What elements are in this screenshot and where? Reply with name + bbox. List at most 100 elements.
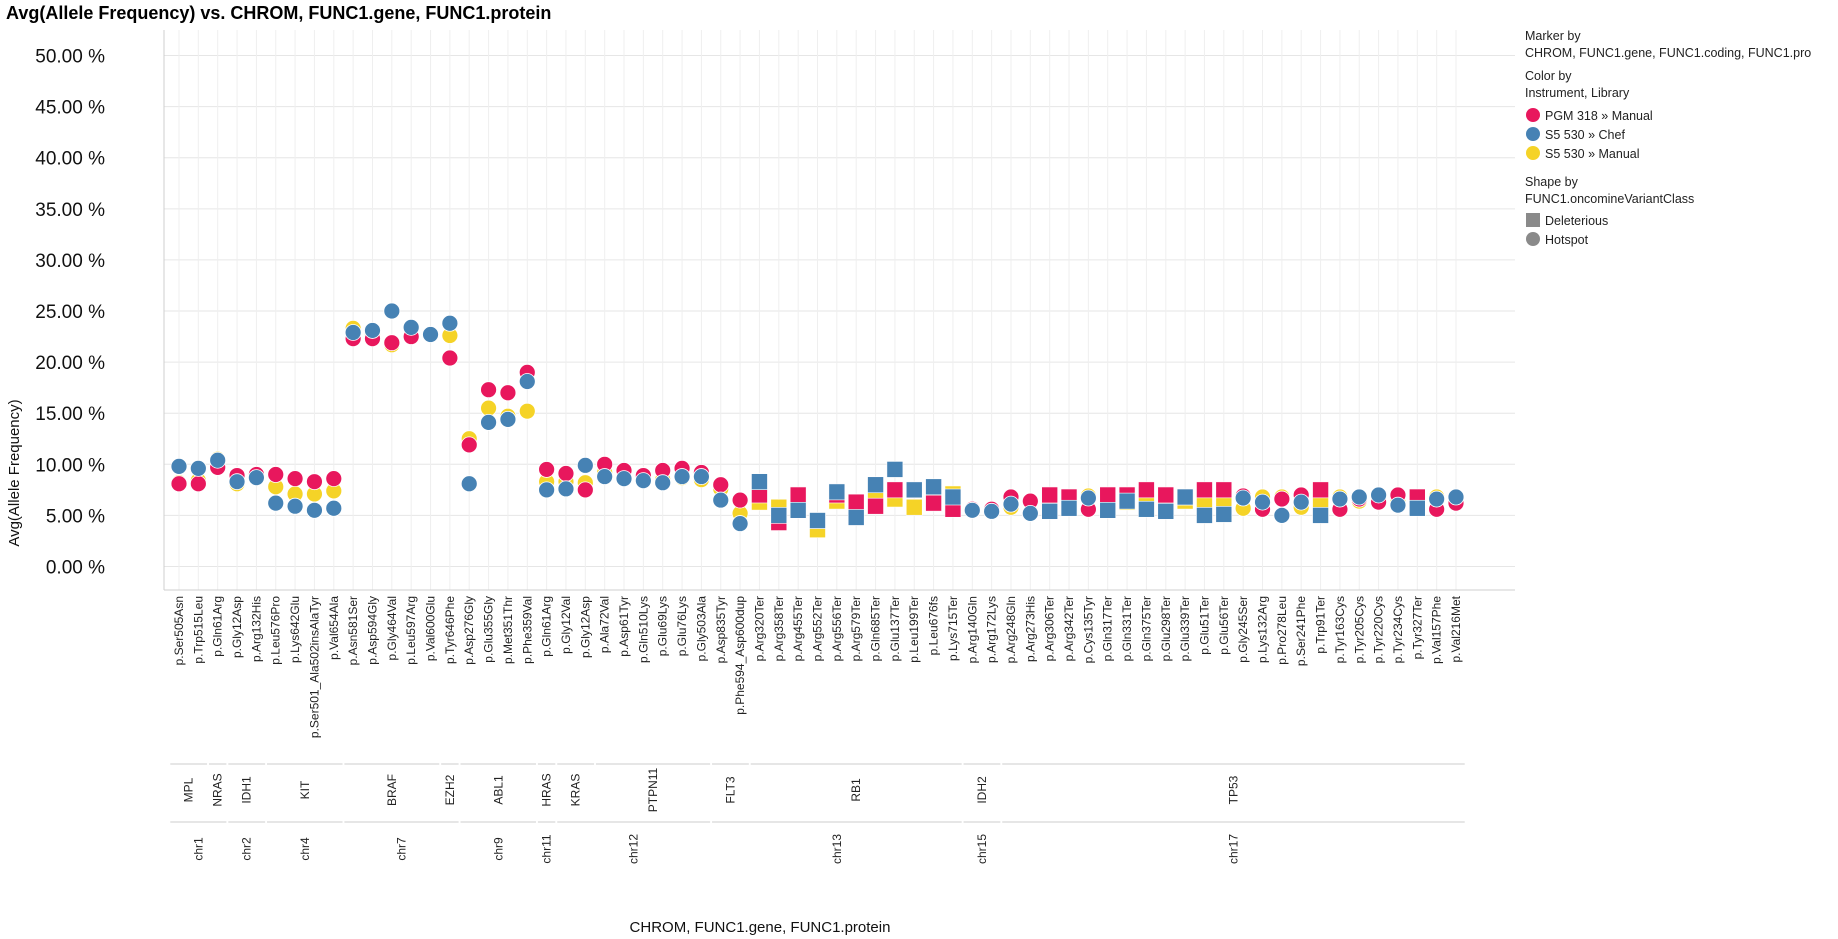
data-point-square — [867, 497, 884, 515]
data-point-circle — [693, 468, 710, 485]
data-point-square — [1409, 499, 1426, 517]
x-tick-label: p.Val216Met — [1449, 595, 1463, 662]
y-tick-label: 30.00 % — [35, 251, 105, 272]
data-point-square — [1176, 488, 1194, 506]
data-point-circle — [460, 436, 478, 454]
data-point-square — [925, 478, 942, 496]
x-tick-label: p.Arg140Gln — [965, 596, 979, 663]
data-point-square — [847, 509, 865, 526]
chart-title: Avg(Allele Frequency) vs. CHROM, FUNC1.g… — [6, 3, 551, 23]
data-point-circle — [1021, 504, 1039, 522]
legend-series-label: S5 530 » Manual — [1545, 147, 1640, 161]
chrom-label: chr13 — [830, 834, 844, 864]
data-point-circle — [712, 476, 730, 494]
legend-series-label: S5 530 » Chef — [1545, 128, 1625, 142]
data-point-circle — [596, 468, 614, 485]
x-tick-label: p.Lys642Glu — [288, 596, 302, 663]
data-point-circle — [189, 459, 207, 477]
x-tick-label: p.Arg132His — [249, 596, 263, 662]
data-point-square — [828, 483, 846, 501]
data-point-square — [1215, 506, 1233, 523]
data-point-circle — [731, 491, 749, 509]
gene-label: HRAS — [540, 773, 554, 806]
data-point-circle — [325, 499, 343, 517]
x-tick-label: p.Arg320Ter — [752, 596, 766, 661]
x-tick-label: p.Tyr205Cys — [1352, 596, 1366, 663]
x-tick-label: p.Gly12Asp — [578, 596, 592, 658]
x-tick-label: p.Pro278Leu — [1275, 596, 1289, 665]
axis-layer: 0.00 % 5.00 % 10.00 % 15.00 % 20.00 % 25.00 %… — [35, 30, 1515, 591]
data-point-circle — [364, 322, 381, 339]
data-point-circle — [1389, 496, 1407, 514]
data-point-square — [1196, 481, 1213, 499]
x-tick-label: p.Gly12Asp — [230, 596, 244, 658]
data-point-square — [867, 476, 884, 494]
y-tick-label: 20.00 % — [35, 353, 105, 374]
data-point-circle — [963, 501, 981, 519]
chrom-label: chr11 — [540, 834, 554, 863]
data-point-square — [886, 481, 904, 499]
x-tick-label: p.Arg455Ter — [791, 596, 805, 661]
data-point-square — [770, 507, 788, 524]
x-tick-label: p.Met351Thr — [501, 596, 515, 664]
x-tick-label: p.Ser241Phe — [1294, 596, 1308, 666]
data-point-circle — [286, 497, 304, 515]
data-point-square — [1060, 499, 1078, 517]
y-tick-label: 45.00 % — [35, 98, 105, 119]
legend-shape-label: Deleterious — [1545, 214, 1608, 228]
legend-series: PGM 318 » Manual S5 530 » Chef S5 530 » Ma… — [1526, 108, 1653, 161]
gene-label: KRAS — [569, 774, 583, 807]
data-point-circle — [518, 402, 536, 420]
legend-shape-label: Hotspot — [1545, 233, 1589, 247]
chrom-label: chr17 — [1226, 834, 1240, 864]
data-point-square — [1138, 481, 1155, 499]
data-point-square — [809, 512, 826, 529]
data-point-square — [1138, 500, 1155, 518]
data-point-square — [886, 461, 904, 478]
data-point-circle — [247, 469, 265, 486]
data-point-circle — [1428, 490, 1446, 508]
x-tick-label: p.Lys715Ter — [946, 596, 960, 661]
data-point-circle — [1002, 495, 1020, 513]
gene-label: KIT — [298, 780, 312, 799]
x-tick-label: p.Leu199Ter — [907, 596, 921, 663]
data-point-circle — [557, 480, 575, 498]
x-tick-labels: p.Ser505Asn p.Trp515Leu p.Gln61Arg p.Gly12A… — [172, 595, 1463, 738]
legend-marker-by-value: CHROM, FUNC1.gene, FUNC1.coding, FUNC1.p… — [1525, 46, 1811, 60]
legend-shape-by-title: Shape by — [1525, 175, 1579, 189]
legend-marker-by-title: Marker by — [1525, 29, 1581, 43]
x-tick-label: p.Leu576Pro — [269, 596, 283, 665]
x-tick-label: p.Glu69Lys — [656, 596, 670, 656]
x-tick-label: p.Asp276Gly — [462, 596, 476, 665]
y-tick-label: 5.00 % — [46, 506, 105, 527]
x-tick-label: p.Glu56Ter — [1217, 596, 1231, 655]
x-tick-label: p.Gly464Val — [385, 596, 399, 660]
data-point-circle — [344, 324, 362, 341]
x-tick-label: p.Val654Ala — [327, 596, 341, 660]
x-tick-label: p.Glu355Gly — [482, 596, 496, 663]
data-point-square — [1312, 481, 1329, 499]
group-axis: MPL NRAS IDH1 KIT BRAF EZH2 ABL1 HRAS KRAS PTPN11… — [170, 763, 1465, 864]
chrom-label: chr1 — [191, 837, 205, 861]
x-tick-label: p.Ala72Val — [598, 596, 612, 653]
data-point-square — [905, 481, 923, 499]
x-tick-label: p.Leu676fs — [927, 596, 941, 655]
x-tick-label: p.Tyr646Phe — [443, 596, 457, 664]
gene-label: FLT3 — [723, 776, 737, 803]
legend-series-marker — [1526, 146, 1540, 160]
legend-series-marker — [1526, 108, 1540, 122]
x-tick-label: p.Gly503Ala — [694, 596, 708, 662]
gene-label: NRAS — [211, 773, 225, 806]
data-point-square — [1118, 492, 1136, 510]
x-tick-label: p.Asn581Ser — [346, 596, 360, 665]
chrom-label: chr9 — [491, 837, 505, 861]
data-point-square — [847, 493, 865, 511]
x-tick-label: p.Arg172Lys — [985, 596, 999, 663]
x-tick-label: p.Arg248Gln — [1004, 596, 1018, 663]
x-tick-label: p.Leu597Arg — [404, 596, 418, 665]
gene-label: EZH2 — [443, 774, 457, 805]
data-point-square — [1157, 503, 1175, 520]
chrom-label: chr2 — [240, 837, 254, 861]
data-point-circle — [1331, 490, 1349, 508]
